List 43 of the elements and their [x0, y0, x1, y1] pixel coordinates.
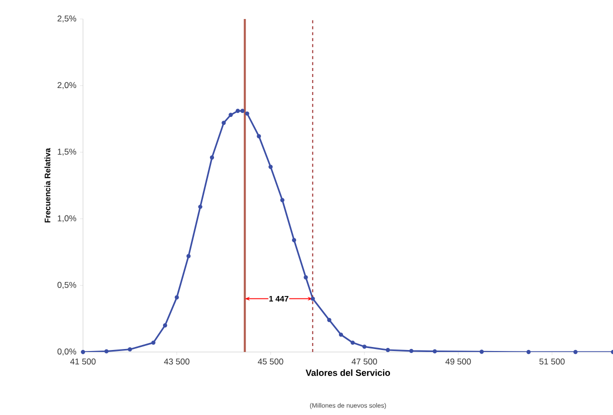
y-tick-label: 2,0% [58, 82, 76, 90]
x-tick-label: 47 500 [352, 358, 378, 365]
point [526, 350, 531, 354]
point [186, 254, 191, 258]
point [350, 340, 355, 345]
x-tick-label: 41 500 [70, 358, 96, 365]
y-tick-label: 2,5% [58, 16, 76, 22]
point [162, 323, 168, 328]
point [362, 344, 367, 349]
x-tick-label: 51 500 [539, 358, 565, 365]
point [228, 112, 233, 117]
point [280, 198, 284, 202]
y-tick-label: 0,0% [58, 348, 76, 356]
point [198, 204, 202, 209]
point [292, 238, 296, 242]
point [480, 350, 484, 354]
point [386, 348, 390, 352]
y-tick-label: 1,5% [58, 148, 76, 156]
point [151, 340, 156, 345]
point [236, 108, 240, 113]
x-tick-label: 45 500 [258, 358, 284, 365]
point [310, 296, 315, 301]
point [210, 155, 214, 160]
point [80, 350, 86, 354]
point [304, 275, 308, 280]
point [338, 332, 344, 337]
point [245, 111, 250, 116]
x-tick-label: 49 500 [445, 358, 471, 365]
y-tick-label: 1,0% [58, 215, 76, 222]
y-tick-label: 0,5% [58, 282, 76, 289]
point [409, 348, 414, 354]
point [432, 349, 437, 354]
point [268, 164, 273, 169]
point [327, 318, 332, 322]
point [256, 134, 261, 138]
point [222, 120, 226, 125]
point [174, 295, 179, 300]
point [104, 349, 109, 354]
point [128, 347, 132, 352]
point [573, 350, 578, 354]
x-axis-title: Valores del Servicio [306, 369, 390, 376]
point [240, 108, 245, 113]
x-tick-label: 43 500 [164, 358, 190, 365]
